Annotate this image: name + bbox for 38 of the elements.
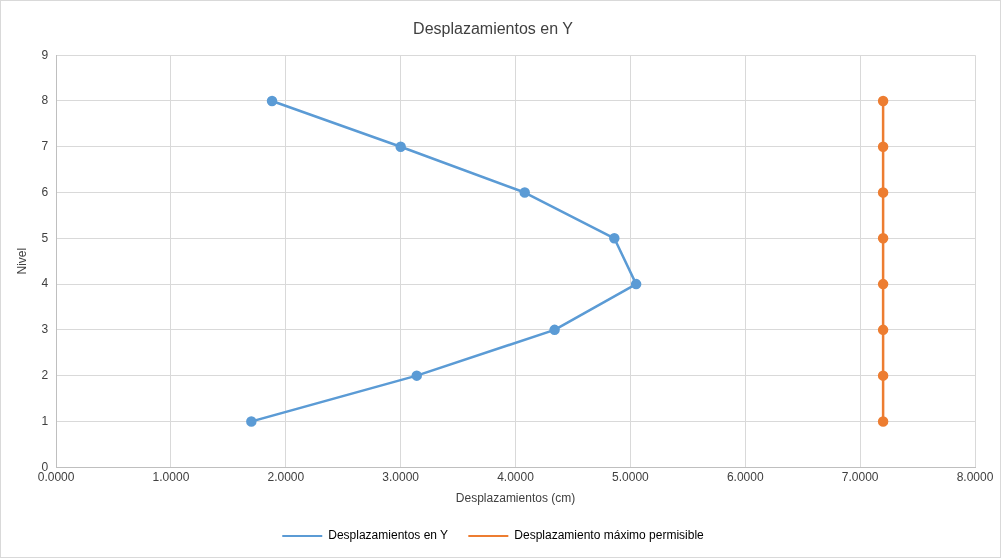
y-axis-title: Nivel: [14, 247, 29, 275]
point: [877, 187, 889, 198]
point: [877, 141, 889, 153]
x-tick-label: 1.0000: [152, 469, 190, 484]
point: [877, 416, 889, 427]
legend-label: Desplazamiento máximo permisible: [514, 528, 705, 543]
point: [877, 233, 889, 244]
x-tick-label: 8.0000: [956, 469, 994, 484]
y-tick-label: 5: [41, 230, 49, 245]
point: [877, 95, 889, 107]
point: [395, 141, 406, 153]
point: [877, 370, 889, 381]
point: [549, 324, 560, 336]
point: [630, 278, 642, 290]
point: [266, 95, 278, 107]
x-tick-label: 7.0000: [841, 469, 879, 484]
y-tick-label: 4: [41, 276, 49, 291]
x-tick-label: 3.0000: [382, 469, 420, 484]
point: [519, 187, 530, 198]
y-tick-label: 7: [41, 139, 49, 154]
x-tick-label: 2.0000: [267, 469, 305, 484]
legend-label: Desplazamientos en Y: [328, 528, 449, 543]
point: [877, 278, 889, 290]
point: [609, 233, 620, 244]
y-tick-label: 6: [41, 184, 49, 199]
point: [246, 416, 257, 427]
y-tick-label: 1: [41, 413, 49, 428]
y-tick-label: 2: [41, 367, 49, 382]
x-tick-label: 4.0000: [497, 469, 535, 484]
y-tick-label: 8: [41, 93, 49, 108]
y-tick-label: 9: [41, 47, 49, 62]
x-axis-title: Desplazamientos (cm): [455, 491, 576, 506]
y-tick-label: 3: [41, 322, 49, 337]
point: [411, 370, 422, 381]
x-tick-label: 6.0000: [726, 469, 764, 484]
x-tick-label: 5.0000: [612, 469, 650, 484]
chart-title: Desplazamientos en Y: [413, 20, 574, 38]
point: [877, 324, 889, 336]
